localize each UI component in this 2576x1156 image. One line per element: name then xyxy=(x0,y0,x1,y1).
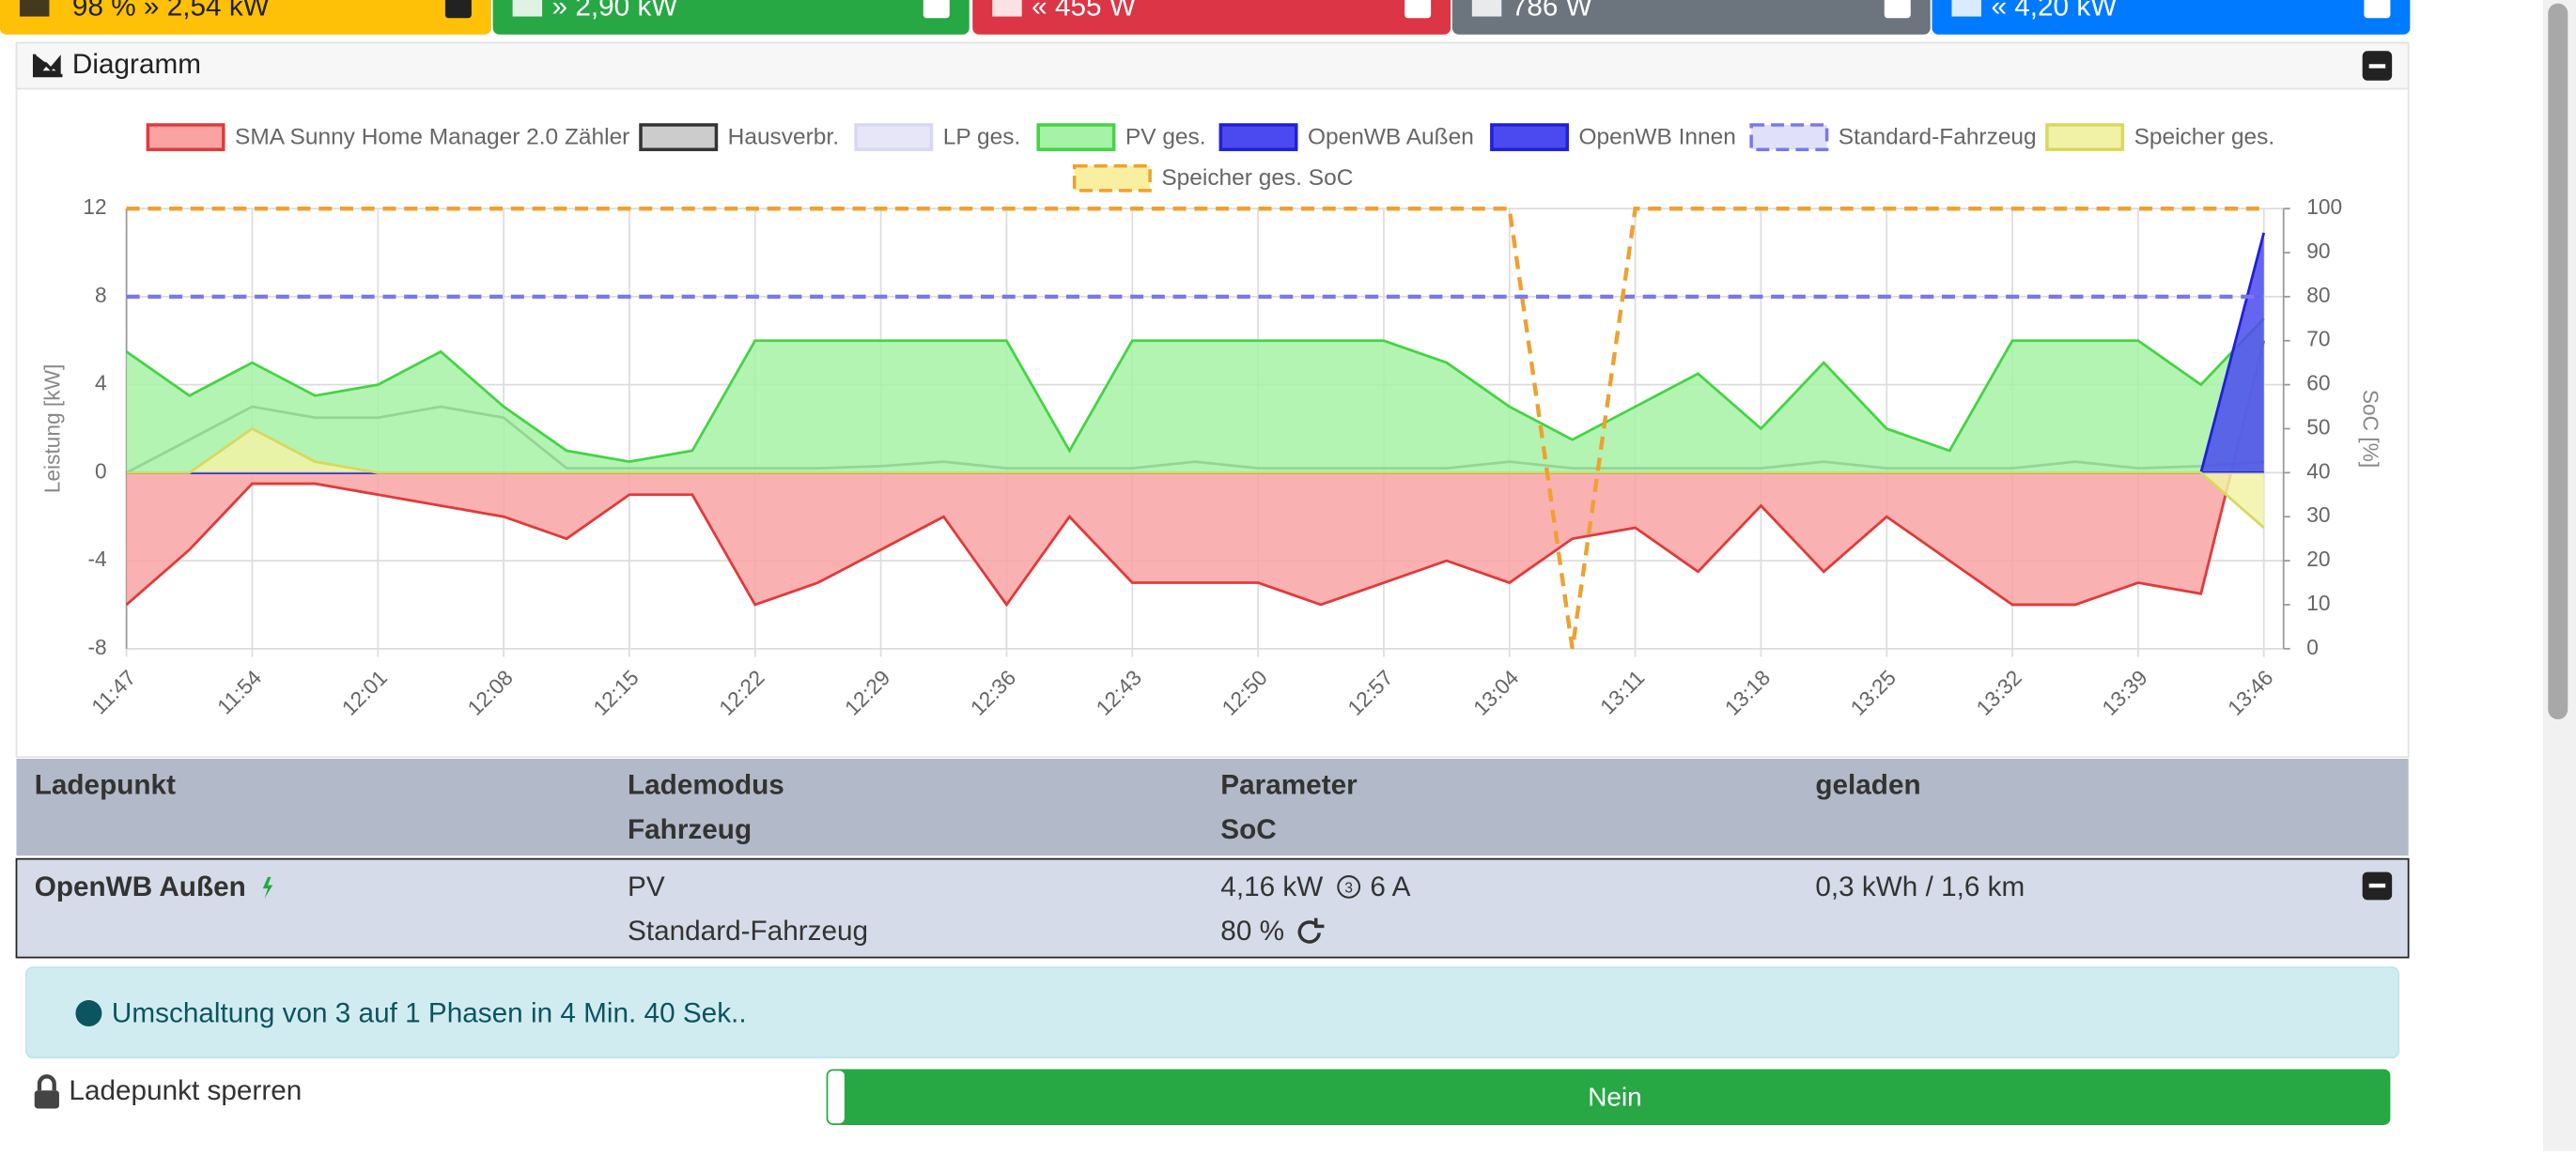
legend-label[interactable]: Hausverbr. xyxy=(728,124,839,149)
toggle-knob[interactable] xyxy=(828,1071,844,1123)
legend-swatch[interactable] xyxy=(1492,125,1567,149)
card-value: « 4,20 kW xyxy=(1991,0,2117,23)
lock-label: Ladepunkt sperren xyxy=(69,1075,302,1106)
lock-icon xyxy=(35,1090,59,1108)
column-header: Fahrzeug xyxy=(628,814,752,845)
column-header: Ladepunkt xyxy=(35,770,176,801)
cell: 4,16 kW xyxy=(1220,871,1323,902)
column-header: Lademodus xyxy=(628,770,784,801)
legend-label[interactable]: PV ges. xyxy=(1125,124,1206,149)
y-tick-label: 4 xyxy=(95,371,107,395)
legend-swatch[interactable] xyxy=(641,125,716,149)
y-tick-label: -4 xyxy=(87,547,106,571)
card-icon xyxy=(513,0,542,17)
y2-tick-label: 40 xyxy=(2306,458,2330,483)
y2-tick-label: 80 xyxy=(2306,283,2330,307)
card-icon xyxy=(1951,0,1980,17)
y2-tick-label: 100 xyxy=(2306,194,2342,219)
info-text: Umschaltung von 3 auf 1 Phasen in 4 Min.… xyxy=(112,998,747,1029)
y2-tick-label: 0 xyxy=(2306,635,2319,659)
y2-tick-label: 50 xyxy=(2306,414,2330,439)
y2-axis-title: SoC [%] xyxy=(2359,390,2383,468)
cell: OpenWB Außen xyxy=(35,871,246,902)
legend-label[interactable]: OpenWB Außen xyxy=(1308,124,1474,149)
legend-swatch[interactable] xyxy=(1751,125,1826,149)
minus-icon xyxy=(2369,884,2385,887)
cell: 3 xyxy=(1344,880,1353,896)
y-tick-label: -8 xyxy=(87,635,106,659)
card-icon xyxy=(20,0,49,17)
plus-button[interactable] xyxy=(1404,0,1431,18)
y-tick-label: 8 xyxy=(95,283,107,307)
y2-tick-label: 10 xyxy=(2306,591,2330,615)
cell: 80 % xyxy=(1220,916,1284,947)
column-header: Parameter xyxy=(1220,770,1358,801)
column-header: SoC xyxy=(1220,814,1276,845)
y-tick-label: 12 xyxy=(83,194,106,219)
plus-button[interactable] xyxy=(445,0,472,18)
legend-swatch[interactable] xyxy=(1038,125,1113,149)
plus-button[interactable] xyxy=(2364,0,2390,18)
legend-swatch[interactable] xyxy=(147,125,223,149)
cell: 6 A xyxy=(1370,871,1410,902)
column-header: geladen xyxy=(1815,770,1920,801)
y-tick-label: 0 xyxy=(95,458,107,483)
legend-swatch[interactable] xyxy=(856,125,931,149)
card-value: » 2,90 kW xyxy=(552,0,678,23)
scrollbar-thumb[interactable] xyxy=(2548,4,2568,719)
table-header xyxy=(16,759,2408,855)
legend-label[interactable]: Speicher ges. xyxy=(2134,124,2275,149)
legend-label[interactable]: Standard-Fahrzeug xyxy=(1839,124,2037,149)
y2-tick-label: 60 xyxy=(2306,371,2330,395)
card-value: 786 W xyxy=(1512,0,1592,23)
legend-swatch[interactable] xyxy=(1075,166,1150,191)
card-icon xyxy=(1472,0,1501,17)
legend-label[interactable]: Speicher ges. SoC xyxy=(1161,165,1353,191)
plus-button[interactable] xyxy=(923,0,950,18)
y-axis-title: Leistung [kW] xyxy=(40,364,65,494)
cell: PV xyxy=(628,871,665,902)
panel-header xyxy=(16,43,2408,89)
y2-tick-label: 20 xyxy=(2306,547,2330,571)
card-icon xyxy=(992,0,1021,17)
table-row xyxy=(16,859,2408,958)
legend-label[interactable]: LP ges. xyxy=(943,124,1021,149)
legend-label[interactable]: OpenWB Innen xyxy=(1579,124,1736,149)
card-value: « 455 W xyxy=(1032,0,1136,23)
cell: Standard-Fahrzeug xyxy=(628,916,868,947)
info-icon xyxy=(75,1000,101,1026)
legend-label[interactable]: SMA Sunny Home Manager 2.0 Zähler xyxy=(235,124,629,149)
panel-title: Diagramm xyxy=(72,49,201,80)
plus-button[interactable] xyxy=(1885,0,1911,18)
toggle-label[interactable]: Nein xyxy=(1588,1082,1642,1111)
legend-swatch[interactable] xyxy=(1220,125,1296,149)
minus-icon xyxy=(2369,64,2385,68)
cell: 0,3 kWh / 1,6 km xyxy=(1815,871,2025,902)
legend-swatch[interactable] xyxy=(2047,125,2122,149)
y2-tick-label: 30 xyxy=(2306,502,2330,527)
card-value: 98 % » 2,54 kW xyxy=(72,0,270,23)
y2-tick-label: 70 xyxy=(2306,327,2330,351)
y2-tick-label: 90 xyxy=(2306,239,2330,263)
